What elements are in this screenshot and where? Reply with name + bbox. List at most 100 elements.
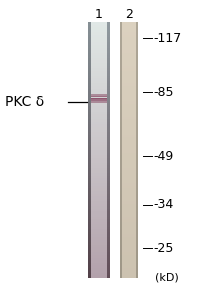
Bar: [107, 132, 109, 135]
Bar: [119, 230, 137, 232]
Bar: [119, 142, 121, 145]
Bar: [88, 101, 91, 104]
Bar: [107, 127, 109, 130]
Bar: [119, 96, 137, 99]
Bar: [107, 48, 109, 50]
Bar: [88, 35, 91, 38]
Bar: [88, 245, 91, 247]
Bar: [119, 257, 137, 260]
Bar: [119, 55, 137, 58]
Bar: [88, 242, 91, 245]
Bar: [135, 114, 137, 117]
Bar: [88, 270, 91, 273]
Bar: [88, 270, 109, 273]
Bar: [135, 237, 137, 240]
Bar: [135, 122, 137, 124]
Bar: [135, 53, 137, 55]
Bar: [119, 22, 121, 25]
Bar: [119, 247, 137, 250]
Bar: [119, 204, 137, 206]
Bar: [88, 70, 109, 73]
Bar: [119, 38, 137, 40]
Bar: [107, 94, 109, 96]
Bar: [107, 214, 109, 217]
Bar: [135, 81, 137, 83]
Bar: [88, 212, 109, 214]
Bar: [88, 176, 109, 178]
Bar: [119, 201, 137, 204]
Bar: [119, 124, 137, 127]
Bar: [119, 209, 121, 211]
Bar: [88, 168, 109, 170]
Bar: [88, 83, 91, 86]
Bar: [119, 45, 121, 48]
Bar: [119, 165, 121, 168]
Bar: [119, 275, 137, 278]
Bar: [119, 35, 137, 38]
Bar: [88, 262, 91, 265]
Bar: [88, 48, 109, 50]
Bar: [119, 168, 137, 170]
Bar: [119, 270, 137, 273]
Bar: [119, 153, 121, 155]
Bar: [88, 260, 91, 262]
Bar: [119, 206, 137, 209]
Bar: [119, 170, 121, 173]
Bar: [119, 199, 137, 201]
Bar: [107, 176, 109, 178]
Bar: [119, 214, 121, 217]
Bar: [135, 147, 137, 150]
Bar: [119, 30, 121, 32]
Bar: [119, 38, 121, 40]
Bar: [88, 106, 109, 109]
Bar: [107, 270, 109, 273]
Bar: [91, 94, 107, 96]
Bar: [88, 235, 91, 237]
Bar: [88, 63, 91, 65]
Bar: [119, 43, 137, 45]
Bar: [88, 176, 91, 178]
Bar: [119, 160, 121, 163]
Bar: [91, 99, 107, 101]
Bar: [135, 99, 137, 101]
Bar: [88, 145, 109, 147]
Bar: [135, 104, 137, 106]
Bar: [135, 91, 137, 94]
Bar: [88, 158, 91, 160]
Bar: [88, 275, 109, 278]
Bar: [107, 252, 109, 255]
Bar: [88, 122, 91, 124]
Bar: [88, 170, 91, 173]
Bar: [107, 81, 109, 83]
Bar: [88, 96, 91, 99]
Bar: [88, 252, 109, 255]
Bar: [135, 73, 137, 76]
Bar: [119, 122, 137, 124]
Bar: [135, 112, 137, 114]
Bar: [119, 206, 121, 209]
Bar: [135, 168, 137, 170]
Text: -34: -34: [152, 199, 172, 212]
Bar: [88, 68, 91, 70]
Bar: [119, 63, 137, 65]
Bar: [119, 163, 137, 165]
Bar: [135, 25, 137, 27]
Bar: [135, 250, 137, 252]
Bar: [135, 183, 137, 186]
Bar: [88, 163, 91, 165]
Bar: [119, 191, 137, 194]
Bar: [135, 158, 137, 160]
Bar: [107, 273, 109, 275]
Bar: [88, 109, 91, 112]
Bar: [135, 240, 137, 242]
Bar: [119, 76, 121, 78]
Bar: [107, 178, 109, 181]
Bar: [119, 155, 137, 158]
Bar: [119, 58, 137, 60]
Bar: [135, 222, 137, 224]
Bar: [135, 150, 137, 153]
Bar: [119, 104, 121, 106]
Bar: [135, 30, 137, 32]
Bar: [119, 127, 121, 130]
Bar: [135, 242, 137, 245]
